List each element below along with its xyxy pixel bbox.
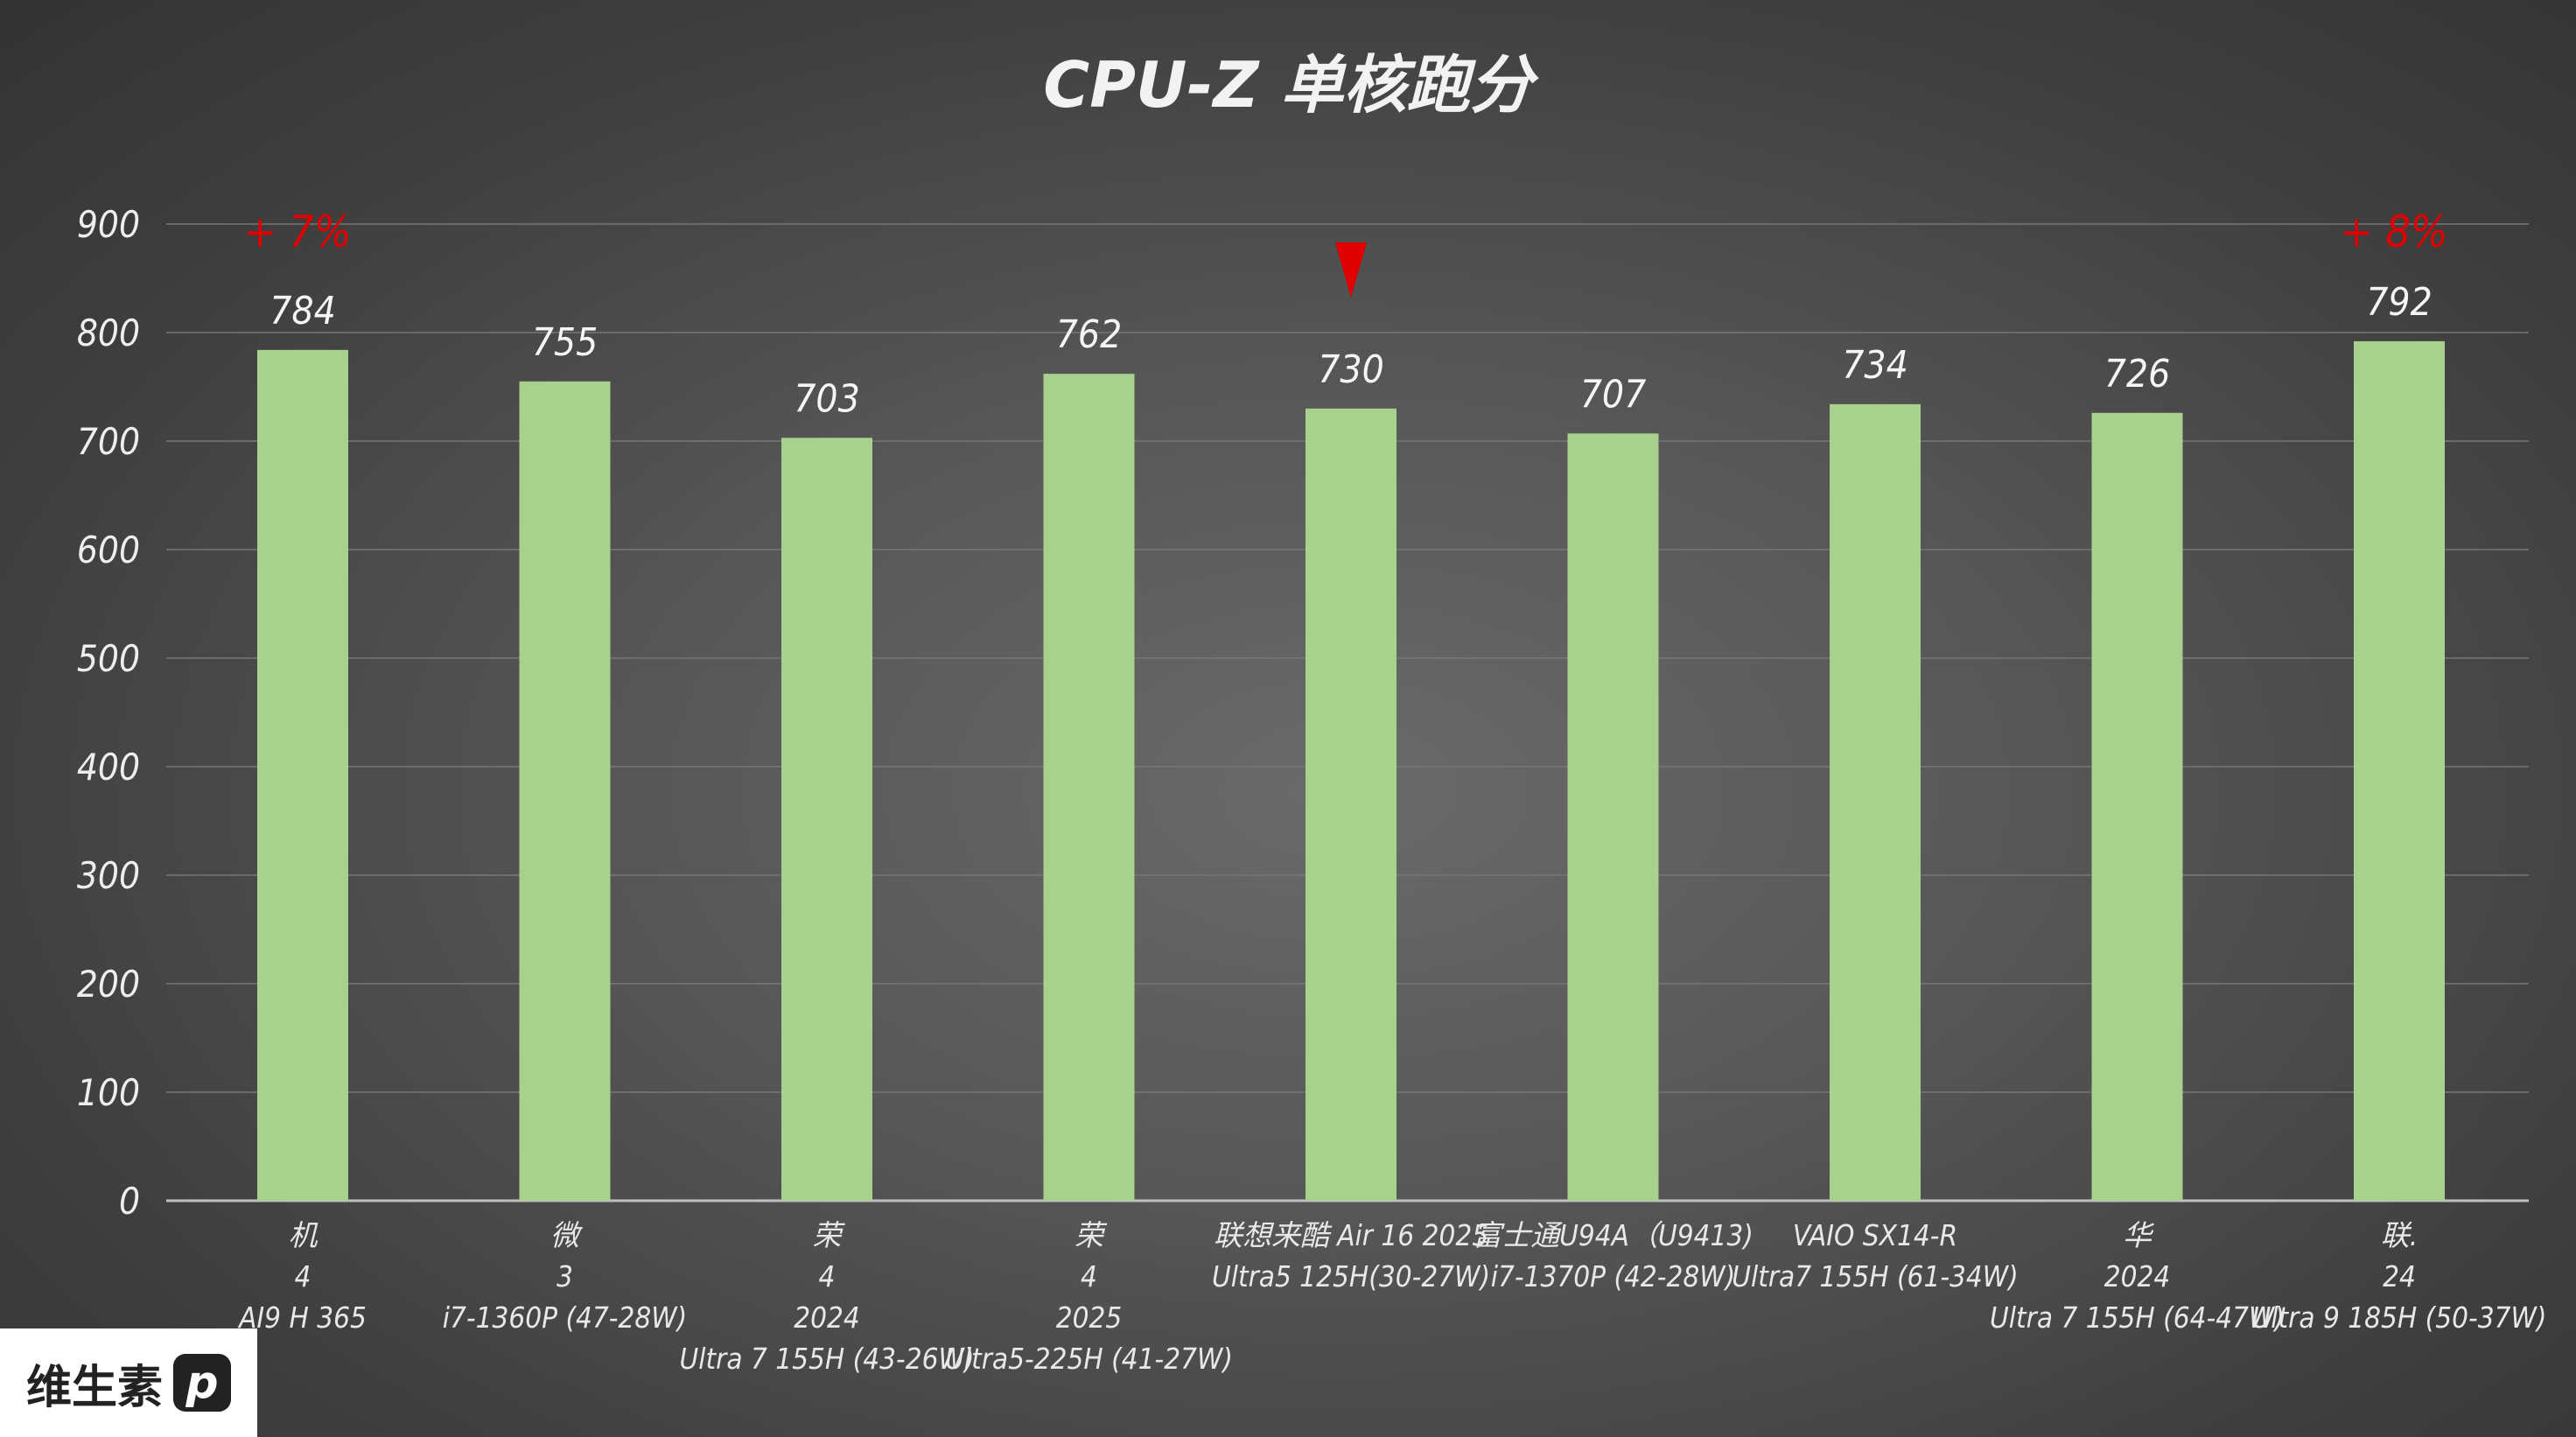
y-tick-label: 100 [77, 1071, 140, 1114]
bar [257, 349, 348, 1202]
x-tick-label: Ultra 7 155H (43-26W) [680, 1342, 975, 1376]
bar [519, 381, 611, 1201]
y-tick-label: 200 [77, 963, 140, 1006]
y-axis-ticks: 0 100 200 300 400 500 600 700 800 900 [77, 203, 140, 1223]
brand-logo-text: 维生素 [25, 1361, 163, 1414]
x-tick-label: 2024 [794, 1300, 860, 1335]
data-label: 734 [1842, 343, 1908, 388]
x-tick-label: VAIO SX14-R [1793, 1218, 1957, 1252]
annotations: + 7% + 8% [243, 207, 2448, 298]
y-tick-label: 600 [77, 529, 140, 571]
y-tick-label: 800 [77, 312, 140, 354]
y-tick-label: 500 [77, 637, 140, 680]
y-tick-label: 700 [77, 420, 140, 463]
bars [257, 340, 2445, 1202]
data-labels: 784 755 703 762 730 707 734 726 792 [270, 280, 2432, 421]
x-tick-label: 4 [1081, 1259, 1097, 1293]
data-label: 730 [1318, 347, 1384, 392]
x-tick-label: 华 [2123, 1218, 2155, 1252]
chart-title: CPU-Z 单核跑分 [1043, 48, 1539, 122]
y-tick-label: 900 [77, 203, 140, 246]
x-tick-label: AI9 H 365 [237, 1300, 367, 1335]
bar [2354, 340, 2445, 1201]
data-label: 703 [794, 376, 860, 421]
x-tick-label: Ultra7 155H (61-34W) [1732, 1259, 2019, 1293]
x-tick-label: 2025 [1056, 1300, 1123, 1335]
x-axis-labels: 机 4 AI9 H 365 微 3 i7-1360P (47-28W) 荣 4 2024 Ultr… [237, 1218, 2546, 1376]
data-label: 726 [2104, 352, 2171, 396]
x-tick-label: 24 [2383, 1259, 2416, 1293]
x-tick-label: 富士通U94A（U9413) [1473, 1218, 1754, 1252]
x-tick-label: 荣 [813, 1218, 846, 1252]
bar [781, 438, 872, 1201]
x-tick-label: 4 [295, 1259, 312, 1293]
data-label: 762 [1056, 312, 1123, 357]
x-tick-label: Ultra 9 185H (50-37W) [2252, 1300, 2547, 1335]
bar [1830, 403, 1921, 1202]
brand-logo: 维生素 p [0, 1328, 257, 1437]
y-tick-label: 300 [77, 854, 140, 897]
highlight-marker [1335, 242, 1367, 298]
data-label: 707 [1580, 372, 1647, 417]
x-tick-label: 4 [819, 1259, 836, 1293]
y-tick-label: 0 [119, 1180, 140, 1223]
x-tick-label: 3 [556, 1259, 573, 1293]
x-tick-label: 荣 [1074, 1218, 1108, 1252]
percent-annotation: + 8% [2340, 207, 2447, 257]
bar [2091, 412, 2183, 1201]
bar [1567, 433, 1659, 1201]
bar [1043, 374, 1135, 1201]
x-tick-label: Ultra 7 155H (64-47W) [1990, 1300, 2285, 1335]
y-tick-label: 400 [77, 746, 140, 789]
x-tick-label: Ultra5-225H (41-27W) [945, 1342, 1233, 1376]
x-tick-label: 机 [289, 1218, 318, 1252]
x-tick-label: Ultra5 125H(30-27W) [1212, 1259, 1490, 1293]
x-tick-label: 联. [2381, 1218, 2418, 1252]
data-label: 784 [270, 289, 336, 333]
brand-logo-mark: p [173, 1354, 231, 1412]
x-tick-label: i7-1370P (42-28W) [1491, 1259, 1736, 1293]
x-tick-label: 微 [550, 1218, 583, 1252]
x-tick-label: i7-1360P (47-28W) [443, 1300, 688, 1335]
data-label: 755 [532, 320, 598, 365]
x-tick-label: 联想来酷 Air 16 2025 [1214, 1218, 1488, 1252]
bar [1306, 408, 1396, 1201]
data-label: 792 [2366, 280, 2432, 325]
percent-annotation: + 7% [243, 207, 351, 257]
x-tick-label: 2024 [2104, 1259, 2171, 1293]
